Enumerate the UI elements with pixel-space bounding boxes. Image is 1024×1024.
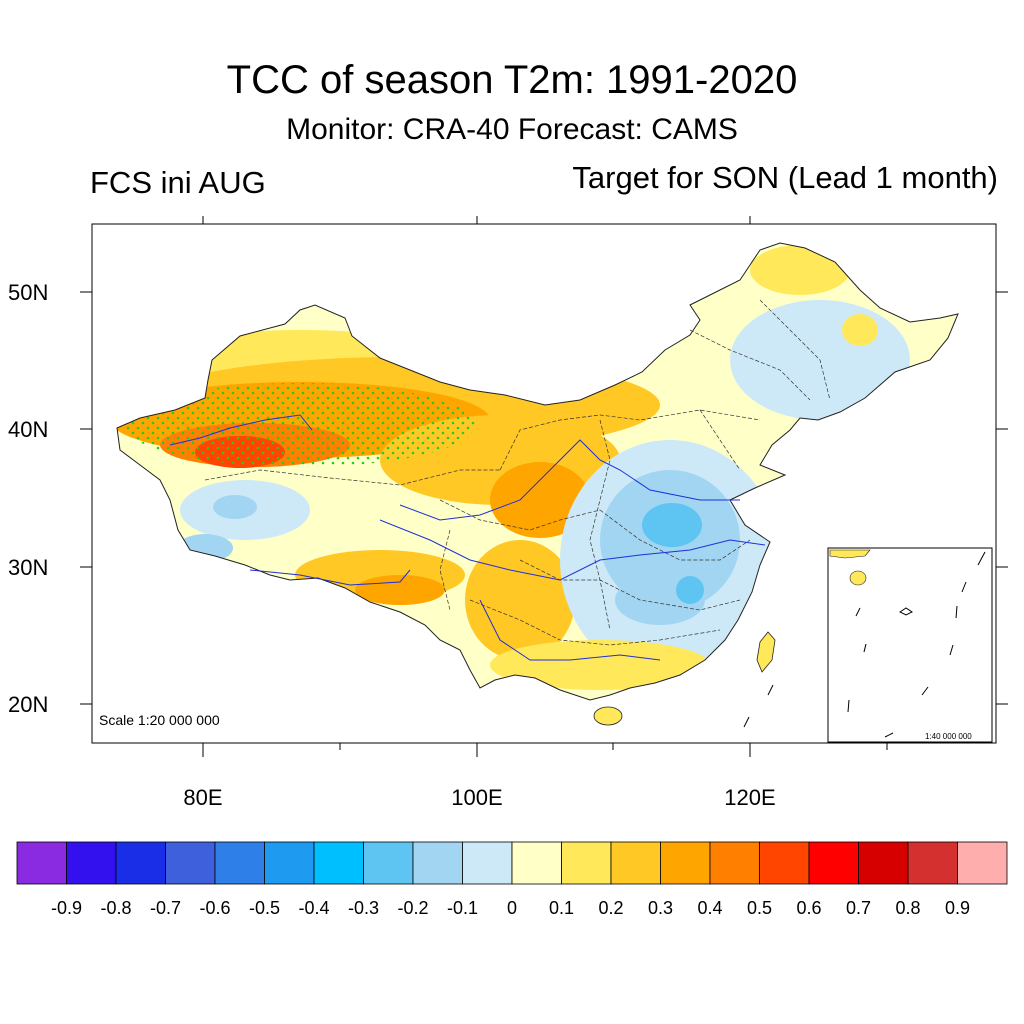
colorbar-label: 0.4 — [697, 898, 722, 918]
target-label: Target for SON (Lead 1 month) — [572, 160, 998, 195]
init-label: FCS ini AUG — [90, 165, 266, 200]
lat-label-30n: 30N — [8, 555, 48, 580]
colorbar-label: 0.1 — [549, 898, 574, 918]
colorbar-swatch — [313, 841, 364, 885]
colorbar-swatch — [462, 841, 513, 885]
province-boundaries — [204, 299, 831, 646]
colorbar-label: -0.7 — [150, 898, 181, 918]
colorbar-swatch — [957, 841, 1008, 885]
colorbar-swatch — [363, 841, 414, 885]
lat-label-50n: 50N — [8, 280, 48, 305]
colorbar-label: 0.8 — [895, 898, 920, 918]
colorbar-swatch — [610, 841, 661, 885]
lat-label-20n: 20N — [8, 692, 48, 717]
hainan-island — [593, 706, 623, 726]
colorbar — [16, 841, 1008, 885]
colorbar-label: 0.9 — [945, 898, 970, 918]
lon-label-100e: 100E — [451, 785, 502, 810]
colorbar-swatch — [66, 841, 117, 885]
colorbar-label: 0.6 — [796, 898, 821, 918]
colorbar-label: -0.3 — [348, 898, 379, 918]
colorbar-label: 0.5 — [747, 898, 772, 918]
scale-label: Scale 1:20 000 000 — [99, 712, 220, 728]
colorbar-swatch — [511, 841, 562, 885]
inset-scale-label: 1:40 000 000 — [925, 732, 972, 741]
lat-label-40n: 40N — [8, 417, 48, 442]
lon-label-80e: 80E — [183, 785, 222, 810]
taiwan-island — [756, 631, 776, 673]
colorbar-swatch — [907, 841, 958, 885]
colorbar-swatch — [214, 841, 265, 885]
colorbar-label: -0.5 — [249, 898, 280, 918]
china-outline — [116, 242, 959, 701]
colorbar-label: -0.9 — [51, 898, 82, 918]
chart-title: TCC of season T2m: 1991-2020 — [226, 58, 798, 102]
colorbar-label: 0.3 — [648, 898, 673, 918]
colorbar-swatch — [759, 841, 810, 885]
chart-subtitle: Monitor: CRA-40 Forecast: CAMS — [286, 113, 738, 146]
axis-ticks — [80, 216, 1008, 757]
colorbar-swatch — [165, 841, 216, 885]
colorbar-swatch — [709, 841, 760, 885]
colorbar-label: -0.2 — [397, 898, 428, 918]
colorbar-label: 0.2 — [598, 898, 623, 918]
coastal-dashes — [743, 684, 774, 728]
colorbar-label: 0.7 — [846, 898, 871, 918]
colorbar-swatch — [858, 841, 909, 885]
colorbar-label: 0 — [507, 898, 517, 918]
colorbar-swatch — [561, 841, 612, 885]
colorbar-swatch — [808, 841, 859, 885]
rivers — [169, 414, 766, 661]
inset-map: 1:40 000 000 — [827, 547, 993, 743]
colorbar-label: -0.8 — [100, 898, 131, 918]
colorbar-swatch — [660, 841, 711, 885]
colorbar-swatch — [16, 841, 67, 885]
colorbar-label: -0.4 — [298, 898, 329, 918]
colorbar-label: -0.6 — [199, 898, 230, 918]
colorbar-swatch — [412, 841, 463, 885]
lon-label-120e: 120E — [724, 785, 775, 810]
colorbar-swatch — [264, 841, 315, 885]
colorbar-label: -0.1 — [447, 898, 478, 918]
colorbar-swatch — [115, 841, 166, 885]
colorbar-labels: -0.9 -0.8 -0.7 -0.6 -0.5 -0.4 -0.3 -0.2 -0.1 0 0.1… — [51, 898, 970, 918]
